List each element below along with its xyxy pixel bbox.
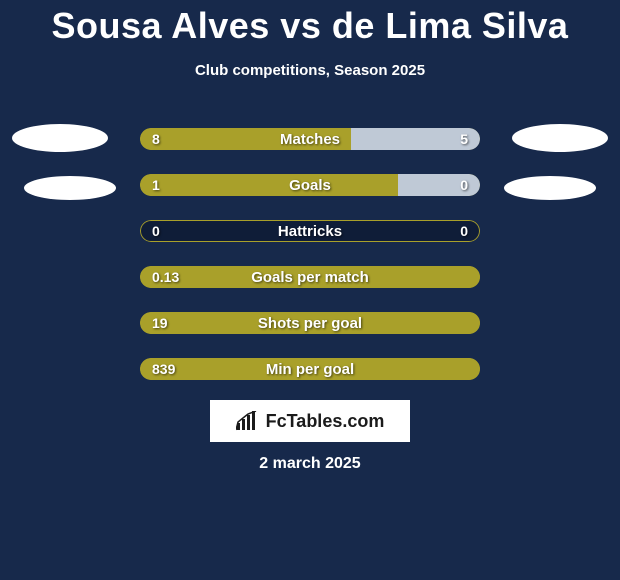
stat-value-left: 1 — [152, 174, 160, 196]
stat-value-right: 0 — [460, 220, 468, 242]
footer-date: 2 march 2025 — [0, 455, 620, 473]
stat-value-left: 839 — [152, 358, 175, 380]
brand-badge[interactable]: FcTables.com — [210, 400, 410, 442]
stat-label: Goals per match — [140, 266, 480, 288]
stat-value-left: 19 — [152, 312, 168, 334]
brand-text: FcTables.com — [266, 411, 385, 432]
stat-row: Min per goal839 — [140, 358, 480, 380]
chart-icon — [236, 411, 260, 431]
stat-value-left: 0.13 — [152, 266, 179, 288]
stat-row: Shots per goal19 — [140, 312, 480, 334]
stats-rows: Matches85Goals10Hattricks00Goals per mat… — [140, 128, 480, 404]
player-left-photo — [12, 124, 108, 152]
stat-label: Hattricks — [140, 220, 480, 242]
stat-label: Matches — [140, 128, 480, 150]
stat-label: Shots per goal — [140, 312, 480, 334]
stat-value-left: 8 — [152, 128, 160, 150]
page-title: Sousa Alves vs de Lima Silva — [0, 5, 620, 47]
stat-row: Matches8 5 — [140, 128, 480, 150]
stat-row: Goals1 0 — [140, 174, 480, 196]
stat-value-right: 5 — [460, 128, 468, 150]
stat-row: Goals per match0.13 — [140, 266, 480, 288]
stat-label: Goals — [140, 174, 480, 196]
stat-value-left: 0 — [152, 220, 160, 242]
player-right-photo-2 — [504, 176, 596, 200]
comparison-canvas: Sousa Alves vs de Lima Silva Club compet… — [0, 0, 620, 580]
stat-row: Hattricks0 0 — [140, 220, 480, 242]
player-left-photo-2 — [24, 176, 116, 200]
stat-label: Min per goal — [140, 358, 480, 380]
subtitle: Club competitions, Season 2025 — [0, 62, 620, 79]
player-right-photo — [512, 124, 608, 152]
stat-value-right: 0 — [460, 174, 468, 196]
